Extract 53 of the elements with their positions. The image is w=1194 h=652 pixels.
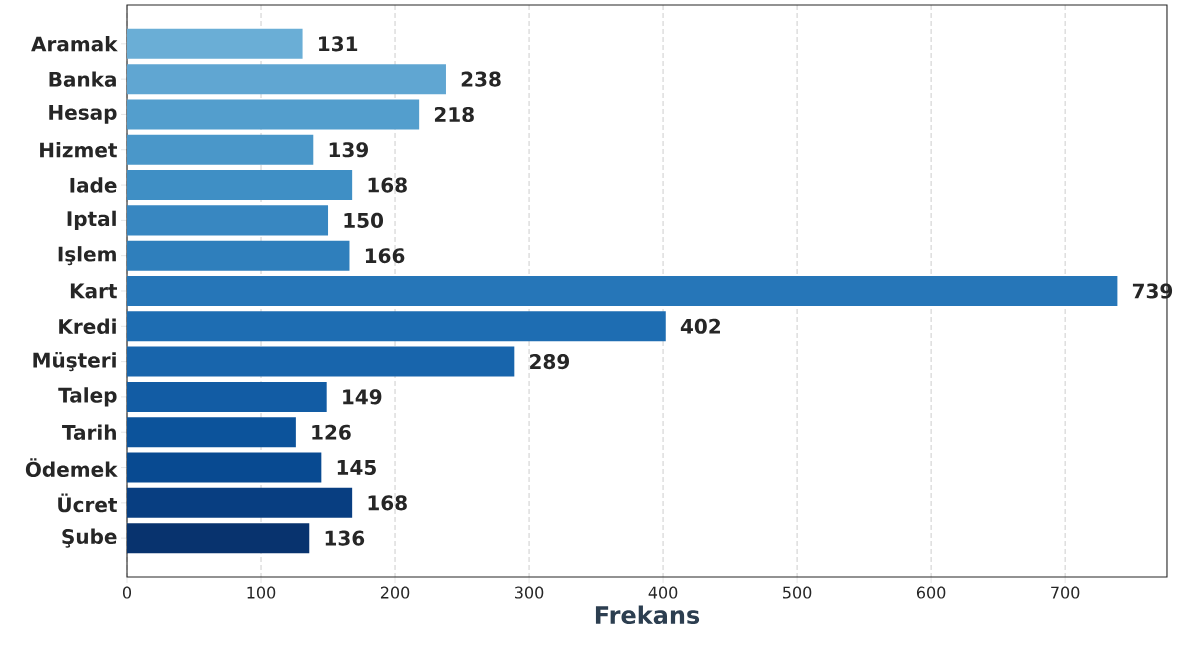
y-tick-label: Müşteri [33, 351, 116, 372]
y-tick-label: Talep [58, 387, 117, 407]
y-tick-label: Banka [49, 71, 116, 87]
y-tick-label: Hesap [49, 105, 117, 124]
data-label: 131 [319, 36, 358, 52]
x-axis-title: Frekans [595, 605, 700, 625]
x-tick-label: 700 [1051, 586, 1080, 599]
data-label: 136 [325, 530, 365, 546]
y-tick-label: Ödemek [25, 458, 118, 477]
bar [127, 452, 322, 483]
bar [127, 381, 327, 412]
data-label: 139 [329, 142, 368, 158]
y-tick-label: Hizmet [40, 142, 118, 158]
data-label: 238 [461, 71, 501, 87]
y-tick-label: Iade [70, 177, 117, 193]
data-label: 166 [365, 248, 405, 264]
y-tick-label: Iptal [67, 210, 116, 231]
x-tick-label: 500 [783, 586, 812, 599]
data-label: 145 [337, 460, 376, 475]
y-tick-label: Kart [70, 283, 118, 299]
bar [127, 64, 446, 95]
bar [127, 523, 310, 554]
data-label: 150 [344, 212, 384, 228]
x-tick-label: 0 [122, 586, 132, 599]
y-tick-label: Tarih [62, 424, 116, 440]
data-label: 149 [343, 389, 382, 405]
data-label: 168 [368, 177, 407, 193]
x-tick-label: 100 [247, 586, 276, 599]
x-tick-label: 600 [916, 586, 946, 599]
bar [127, 487, 353, 518]
bar [127, 28, 303, 59]
bar [127, 134, 314, 165]
y-tick-label: Kredi [59, 318, 116, 335]
bar [127, 205, 329, 236]
bar [127, 170, 353, 201]
data-label: 289 [530, 354, 569, 370]
y-tick-label: Aramak [31, 36, 118, 52]
bar [127, 99, 420, 130]
bar [127, 240, 350, 271]
bar [127, 275, 1118, 306]
x-tick-label: 300 [515, 586, 544, 599]
data-label: 218 [434, 106, 474, 123]
bar [127, 346, 515, 377]
data-label: 402 [680, 318, 720, 334]
y-tick-label: Şube [62, 528, 117, 548]
bar [127, 311, 666, 342]
y-tick-label: Işlem [58, 246, 116, 266]
data-label: 168 [368, 495, 407, 511]
data-label: 126 [312, 424, 351, 440]
y-tick-label: Ücret [58, 493, 118, 513]
bar [127, 417, 296, 448]
x-tick-label: 400 [648, 586, 678, 599]
x-tick-label: 200 [380, 586, 410, 599]
